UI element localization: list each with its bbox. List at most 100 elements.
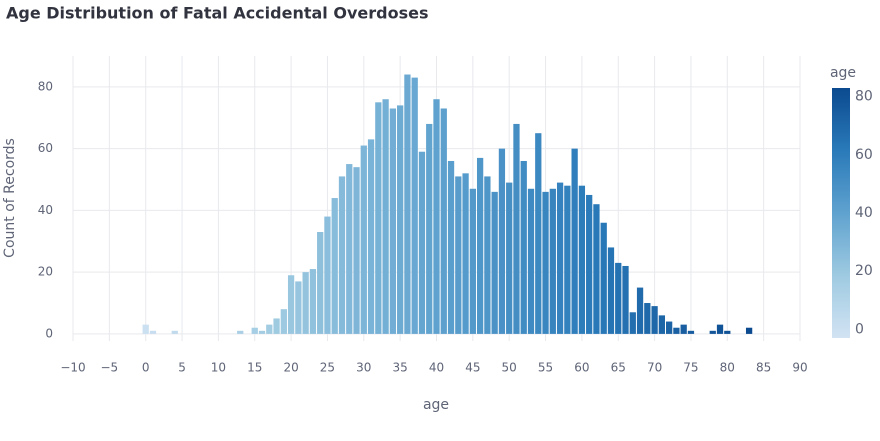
bar <box>266 324 273 334</box>
bar <box>651 306 658 334</box>
bar <box>687 330 695 334</box>
x-tick-label: 80 <box>720 361 735 375</box>
bar <box>462 173 469 334</box>
bar <box>426 123 433 334</box>
bar <box>484 176 491 334</box>
x-tick-label: 50 <box>502 361 517 375</box>
bar <box>520 160 527 334</box>
bar <box>440 108 447 334</box>
bar <box>600 222 607 334</box>
colorbar-tick-label: 20 <box>855 263 873 279</box>
x-tick-label: 45 <box>465 361 480 375</box>
bar <box>666 321 673 334</box>
bar <box>433 99 440 334</box>
bar <box>317 232 324 334</box>
bar <box>382 99 389 334</box>
x-axis-title: age <box>423 397 449 413</box>
bar <box>622 265 629 334</box>
bar <box>367 139 375 334</box>
y-axis-title: Count of Records <box>2 138 18 258</box>
bar <box>629 312 636 334</box>
bar <box>564 185 571 334</box>
bar <box>527 188 535 334</box>
bar <box>556 182 564 334</box>
bar <box>498 148 506 334</box>
bar <box>237 330 244 334</box>
bar <box>171 330 178 334</box>
y-tick-label: 0 <box>45 326 53 340</box>
bar <box>295 281 302 334</box>
bar <box>397 105 404 334</box>
bar <box>636 287 644 334</box>
bar <box>309 269 317 334</box>
x-tick-label: 0 <box>142 361 150 375</box>
bar <box>324 216 331 334</box>
y-tick-label: 40 <box>38 203 53 217</box>
bar <box>476 157 484 334</box>
x-tick-label: 75 <box>683 361 698 375</box>
chart-title: Age Distribution of Fatal Accidental Ove… <box>6 4 428 23</box>
x-tick-label: 30 <box>356 361 371 375</box>
bar <box>149 330 157 334</box>
bar <box>513 123 520 334</box>
bar <box>142 324 149 334</box>
bar <box>716 324 724 334</box>
colorbar-tick-label: 60 <box>855 147 873 163</box>
x-tick-label: −10 <box>60 361 85 375</box>
x-tick-label: 70 <box>647 361 662 375</box>
bar <box>411 77 418 334</box>
x-tick-label: 90 <box>792 361 807 375</box>
y-tick-label: 80 <box>38 79 53 93</box>
bar <box>353 167 360 334</box>
bar <box>593 204 600 334</box>
bar <box>658 315 666 334</box>
bar <box>571 148 578 334</box>
bar <box>709 330 716 334</box>
bar <box>360 145 367 334</box>
bar <box>346 164 353 334</box>
x-tick-label: −5 <box>100 361 118 375</box>
bar <box>491 191 498 334</box>
bar <box>389 108 397 334</box>
bar <box>607 247 615 334</box>
x-tick-label: 60 <box>574 361 589 375</box>
bar <box>680 324 687 334</box>
bar <box>273 318 280 334</box>
x-tick-label: 40 <box>429 361 444 375</box>
colorbar-title: age <box>830 65 856 81</box>
bar <box>549 188 556 334</box>
colorbar <box>832 88 850 338</box>
x-tick-label: 85 <box>756 361 771 375</box>
x-tick-label: 65 <box>611 361 626 375</box>
bar <box>455 176 462 334</box>
bar <box>673 327 680 334</box>
bar <box>251 327 258 334</box>
bar <box>724 330 731 334</box>
bar <box>447 160 455 334</box>
x-tick-label: 20 <box>283 361 298 375</box>
bar <box>745 327 753 334</box>
x-tick-label: 35 <box>393 361 408 375</box>
x-tick-label: 55 <box>538 361 553 375</box>
bar <box>506 182 513 334</box>
bar <box>280 309 287 334</box>
x-tick-label: 25 <box>320 361 335 375</box>
bar <box>302 272 309 334</box>
bar <box>331 198 338 334</box>
x-tick-label: 5 <box>178 361 186 375</box>
bar <box>258 330 266 334</box>
colorbar-tick-label: 40 <box>855 205 873 221</box>
bar <box>338 176 346 334</box>
x-tick-label: 10 <box>211 361 226 375</box>
y-tick-label: 20 <box>38 265 53 279</box>
bar <box>469 188 476 334</box>
bar <box>404 74 411 334</box>
bar <box>418 151 426 334</box>
colorbar-tick-label: 0 <box>855 321 864 337</box>
bar <box>586 194 593 334</box>
bar <box>535 133 542 334</box>
bar <box>578 185 586 334</box>
bar <box>615 262 622 334</box>
colorbar-tick-label: 80 <box>855 89 873 105</box>
